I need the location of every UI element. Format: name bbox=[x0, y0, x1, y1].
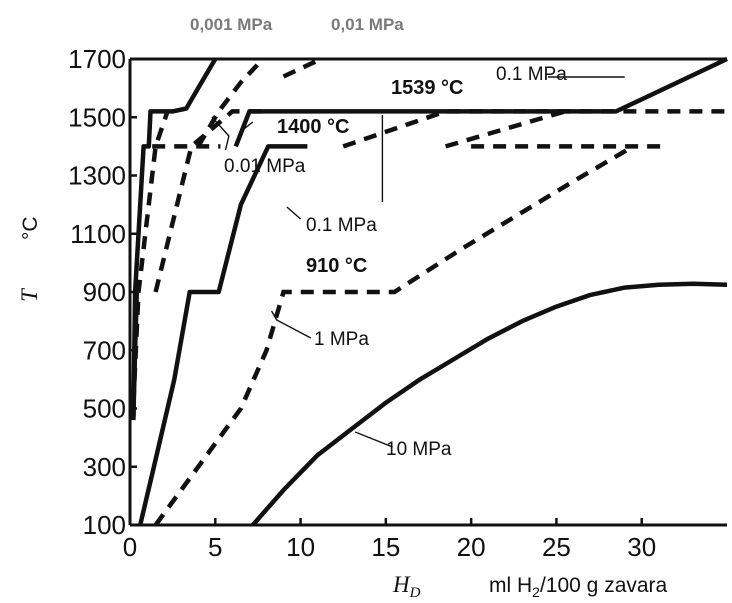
series-line-8 bbox=[233, 56, 728, 148]
x-axis-unit-part-2: /100 g zavara bbox=[540, 574, 668, 597]
annotation-0-1-mpa-top: 0.1 MPa bbox=[496, 64, 567, 85]
x-axis-symbol: HD bbox=[392, 572, 421, 601]
y-tick-label-300: 300 bbox=[83, 452, 126, 482]
leader-1400c bbox=[242, 121, 254, 131]
chart-axes: 0 5 10 15 20 25 30 100 300 500 700 900 1100 1300 1500 1… bbox=[68, 44, 727, 562]
annotation-910c: 910 °C bbox=[306, 255, 367, 277]
x-tick-label-15: 15 bbox=[371, 532, 400, 562]
x-axis-unit-subscript: 2 bbox=[532, 584, 540, 600]
series-line-12 bbox=[444, 109, 566, 149]
x-axis-unit-part-1: ml H bbox=[489, 574, 532, 597]
chart-lines bbox=[131, 56, 728, 527]
y-tick-label-1300: 1300 bbox=[68, 161, 126, 191]
series-line-14 bbox=[251, 281, 728, 527]
series-line-13 bbox=[282, 56, 322, 79]
leader-10-mpa bbox=[354, 431, 393, 448]
annotation-1-mpa: 1 MPa bbox=[314, 329, 369, 350]
annotation-0-1-mpa-mid: 0.1 MPa bbox=[306, 215, 377, 236]
annotation-1400c: 1400 °C bbox=[277, 116, 350, 138]
annotation-leaders bbox=[211, 76, 625, 448]
y-tick-label-1700: 1700 bbox=[68, 44, 126, 74]
x-tick-label-0: 0 bbox=[123, 532, 137, 562]
annotation-1539c: 1539 °C bbox=[391, 77, 464, 99]
y-tick-label-900: 900 bbox=[83, 277, 126, 307]
leader-0-1-mpa-mid bbox=[286, 206, 302, 220]
annotation-10-mpa: 10 MPa bbox=[386, 439, 452, 460]
x-tick-label-10: 10 bbox=[286, 532, 315, 562]
y-tick-label-1100: 1100 bbox=[70, 219, 126, 249]
series-line-7 bbox=[138, 144, 308, 526]
series-line-4 bbox=[196, 57, 265, 148]
y-axis-unit: °C bbox=[19, 216, 42, 240]
x-axis-symbol-sub: D bbox=[409, 585, 421, 601]
x-tick-label-25: 25 bbox=[542, 532, 571, 562]
top-annotation-0-001-mpa: 0,001 MPa bbox=[190, 15, 273, 34]
y-tick-label-500: 500 bbox=[83, 394, 126, 424]
leader-1-mpa bbox=[270, 310, 312, 339]
y-tick-label-700: 700 bbox=[83, 335, 126, 365]
top-annotation-0-01-mpa: 0,01 MPa bbox=[331, 15, 404, 34]
series-line-1 bbox=[131, 57, 218, 421]
annotation-0-01-mpa: 0.01 MPa bbox=[224, 156, 306, 177]
series-line-6 bbox=[153, 109, 263, 293]
x-axis-symbol-main: H bbox=[392, 572, 411, 597]
x-tick-label-30: 30 bbox=[627, 532, 656, 562]
y-tick-label-1500: 1500 bbox=[68, 102, 126, 132]
series-line-10 bbox=[342, 109, 727, 149]
y-tick-label-100: 100 bbox=[83, 510, 126, 540]
x-tick-label-5: 5 bbox=[208, 532, 222, 562]
y-axis-symbol: T bbox=[17, 287, 42, 302]
x-axis-unit: ml H2/100 g zavara bbox=[489, 574, 668, 600]
x-tick-label-20: 20 bbox=[457, 532, 486, 562]
leader-0-01-mpa bbox=[211, 116, 230, 151]
series-line-9 bbox=[153, 144, 635, 527]
chart-labels: 0,001 MPa 0,01 MPa 1539 °C 1400 °C 910 °… bbox=[17, 15, 668, 601]
